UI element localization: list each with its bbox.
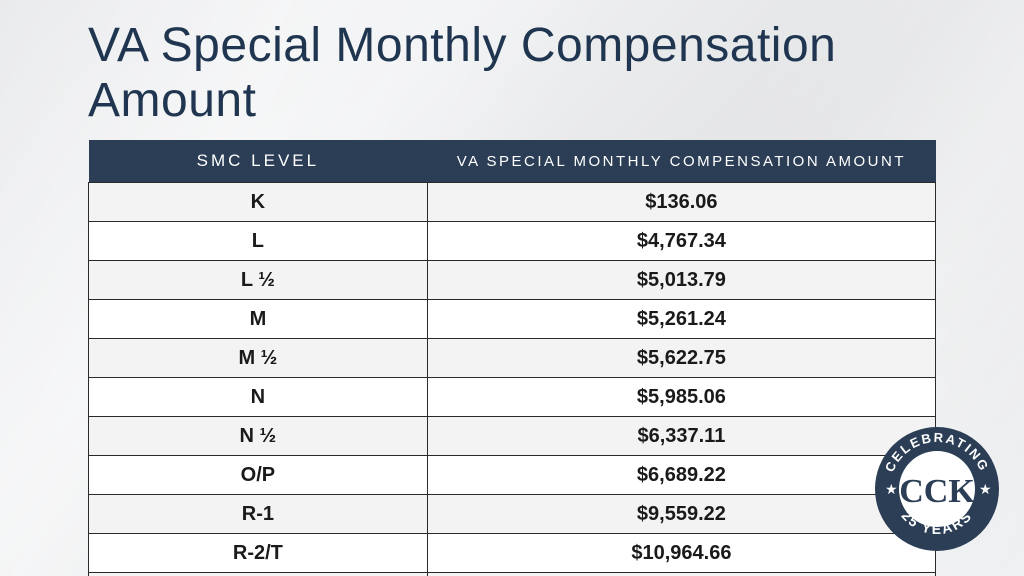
cell-amount: $4,288.45 — [427, 573, 935, 576]
cell-level: N — [89, 378, 428, 417]
cell-amount: $5,013.79 — [427, 261, 935, 300]
cell-amount: $5,622.75 — [427, 339, 935, 378]
table-row: M $5,261.24 — [89, 300, 936, 339]
compensation-table: SMC LEVEL VA SPECIAL MONTHLY COMPENSATIO… — [88, 140, 936, 576]
table-row: R-2/T $10,964.66 — [89, 534, 936, 573]
cell-level: O/P — [89, 456, 428, 495]
table-row: M ½ $5,622.75 — [89, 339, 936, 378]
table-row: N ½ $6,337.11 — [89, 417, 936, 456]
table-row: L ½ $5,013.79 — [89, 261, 936, 300]
table-row: S $4,288.45 — [89, 573, 936, 576]
anniversary-badge: ★ ★ CELEBRATING 25 YEARS CCK — [872, 424, 1002, 554]
col-header-level: SMC LEVEL — [89, 140, 428, 183]
cell-level: S — [89, 573, 428, 576]
cell-amount: $6,689.22 — [427, 456, 935, 495]
table-row: O/P $6,689.22 — [89, 456, 936, 495]
table-row: N $5,985.06 — [89, 378, 936, 417]
table-row: K $136.06 — [89, 183, 936, 222]
cell-level: K — [89, 183, 428, 222]
cell-level: R-2/T — [89, 534, 428, 573]
cell-amount: $5,261.24 — [427, 300, 935, 339]
cell-amount: $5,985.06 — [427, 378, 935, 417]
cell-amount: $136.06 — [427, 183, 935, 222]
cell-level: M ½ — [89, 339, 428, 378]
cell-level: L — [89, 222, 428, 261]
badge-center-text: CCK — [899, 473, 975, 510]
cell-level: R-1 — [89, 495, 428, 534]
cell-amount: $10,964.66 — [427, 534, 935, 573]
cell-amount: $4,767.34 — [427, 222, 935, 261]
page-title: VA Special Monthly Compensation Amount — [88, 18, 936, 128]
cell-amount: $9,559.22 — [427, 495, 935, 534]
cell-level: M — [89, 300, 428, 339]
svg-text:★: ★ — [979, 481, 992, 497]
cell-level: L ½ — [89, 261, 428, 300]
svg-text:★: ★ — [885, 481, 898, 497]
table-body: K $136.06 L $4,767.34 L ½ $5,013.79 M $5… — [89, 183, 936, 576]
table-row: R-1 $9,559.22 — [89, 495, 936, 534]
cell-level: N ½ — [89, 417, 428, 456]
table-row: L $4,767.34 — [89, 222, 936, 261]
cell-amount: $6,337.11 — [427, 417, 935, 456]
table-header-row: SMC LEVEL VA SPECIAL MONTHLY COMPENSATIO… — [89, 140, 936, 183]
col-header-amount: VA SPECIAL MONTHLY COMPENSATION AMOUNT — [427, 140, 935, 183]
